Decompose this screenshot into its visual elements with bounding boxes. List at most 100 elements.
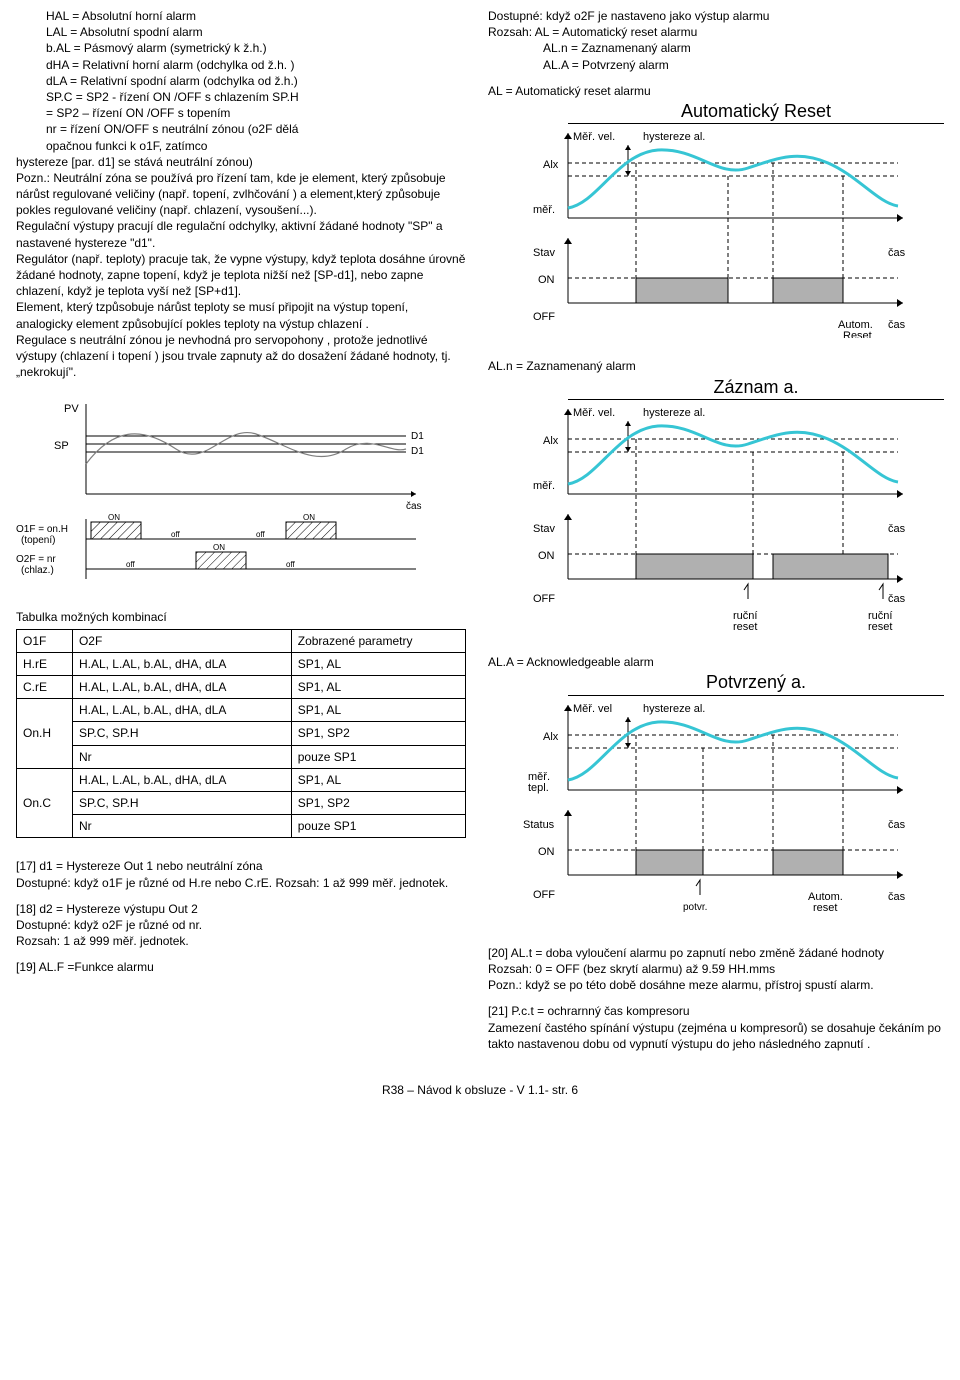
cas-label: čas <box>888 523 906 535</box>
definitions-block: HAL = Absolutní horní alarm LAL = Absolu… <box>16 8 466 154</box>
table-header: Zobrazené parametry <box>291 629 465 652</box>
o2f-label: O2F = nr (chlaz.) <box>16 554 59 576</box>
sp-label: SP <box>54 440 69 452</box>
aln-heading: AL.n = Zaznamenaný alarm <box>488 358 944 374</box>
latch-chart: Záznam a. Měř. vel. hystereze al. Alx mě… <box>488 375 944 638</box>
table-header: O1F <box>17 629 73 652</box>
paragraph: Regulační výstupy pracují dle regulační … <box>16 218 466 250</box>
table-row: On.CH.AL, L.AL, b.AL, dHA, dLASP1, AL <box>17 768 466 791</box>
note-paragraph: Pozn.: Neutrální zóna se používá pro říz… <box>16 170 466 219</box>
table-row: Nrpouze SP1 <box>17 815 466 838</box>
paragraph: Element, který tzpůsobuje nárůst teploty… <box>16 299 466 331</box>
status-label: Status <box>523 819 555 831</box>
on-label: ON <box>538 846 555 858</box>
cas-label: čas <box>888 319 906 331</box>
mer-vel-label: Měř. vel. <box>573 407 615 419</box>
off-label: OFF <box>533 593 555 605</box>
off-label: off <box>286 560 296 569</box>
mer-label: měř. <box>533 204 555 216</box>
p20-title: [20] AL.t = doba vyloučení alarmu po zap… <box>488 945 944 961</box>
ala-heading: AL.A = Acknowledgeable alarm <box>488 654 944 670</box>
p21-body: Zamezení častého spínání výstupu (zejmén… <box>488 1020 944 1052</box>
alx-label: Alx <box>543 435 559 447</box>
stav-label: Stav <box>533 247 556 259</box>
rucni-reset-label: ručníreset <box>868 610 892 633</box>
potvr-label: potvr. <box>683 902 707 913</box>
def-line: SP.C = SP2 - řízení ON /OFF s chlazením … <box>46 89 466 105</box>
on-label: ON <box>213 543 225 552</box>
mer-vel-label: Měř. vel. <box>573 131 615 143</box>
ack-svg: Měř. vel hystereze al. Alx měř.tepl. <box>488 700 918 925</box>
on-label: ON <box>108 513 120 522</box>
p18-body: Dostupné: když o2F je různé od nr. <box>16 917 466 933</box>
right-intro: Rozsah: AL = Automatický reset alarmu <box>488 24 944 40</box>
cas-label: čas <box>888 891 906 903</box>
latch-svg: Měř. vel. hystereze al. Alx měř. Stav ON <box>488 404 918 634</box>
def-line: dLA = Relativní spodní alarm (odchylka o… <box>46 73 466 89</box>
mer-label: měř. <box>533 480 555 492</box>
table-title: Tabulka možných kombinací <box>16 609 466 625</box>
pv-chart-svg: PV SP D1 D1 čas O1F = on.H (topení) O2F … <box>16 394 436 594</box>
al-heading: AL = Automatický reset alarmu <box>488 83 944 99</box>
def-line: opačnou funkci k o1F, zatímco <box>46 138 466 154</box>
on-label: ON <box>538 274 555 286</box>
d1-label: D1 <box>411 431 424 442</box>
autom-reset-label: Autom.reset <box>808 891 843 914</box>
page-footer: R38 – Návod k obsluze - V 1.1- str. 6 <box>16 1082 944 1098</box>
table-row: C.rEH.AL, L.AL, b.AL, dHA, dLASP1, AL <box>17 676 466 699</box>
off-label: off <box>171 530 181 539</box>
on-label: ON <box>538 550 555 562</box>
def-line: = SP2 – řízení ON /OFF s topením <box>46 105 466 121</box>
table-row: SP.C, SP.HSP1, SP2 <box>17 792 466 815</box>
combination-table: O1F O2F Zobrazené parametry H.rEH.AL, L.… <box>16 629 466 839</box>
p17-title: [17] d1 = Hystereze Out 1 nebo neutrální… <box>16 858 466 874</box>
ack-chart: Potvrzený a. Měř. vel hystereze al. Alx … <box>488 670 944 928</box>
d1-label: D1 <box>411 446 424 457</box>
hys-label: hystereze al. <box>643 131 705 143</box>
cas-label: čas <box>406 501 422 512</box>
def-line: dHA = Relativní horní alarm (odchylka od… <box>46 57 466 73</box>
off-label: OFF <box>533 311 555 323</box>
off-label: off <box>256 530 266 539</box>
table-row: SP.C, SP.HSP1, SP2 <box>17 722 466 745</box>
stav-label: Stav <box>533 523 556 535</box>
def-line: HAL = Absolutní horní alarm <box>46 8 466 24</box>
hys-label: hystereze al. <box>643 407 705 419</box>
chart-title: Záznam a. <box>568 375 944 400</box>
chart-title: Automatický Reset <box>568 99 944 124</box>
p19-title: [19] AL.F =Funkce alarmu <box>16 959 466 975</box>
hys-label: hystereze al. <box>643 703 705 715</box>
rucni-reset-label: ručníreset <box>733 610 757 633</box>
p18-body: Rozsah: 1 až 999 měř. jednotek. <box>16 933 466 949</box>
def-line: b.AL = Pásmový alarm (symetrický k ž.h.) <box>46 40 466 56</box>
alx-label: Alx <box>543 159 559 171</box>
p17-body: Dostupné: když o1F je různé od H.re nebo… <box>16 875 466 891</box>
pv-label: PV <box>64 403 79 415</box>
right-intro: AL.A = Potvrzený alarm <box>488 57 944 73</box>
mer-tepl-label: měř.tepl. <box>528 771 550 794</box>
auto-reset-chart: Automatický Reset Měř. vel. hystereze al… <box>488 99 944 342</box>
off-label: OFF <box>533 889 555 901</box>
on-label: ON <box>303 513 315 522</box>
pv-sp-chart: PV SP D1 D1 čas O1F = on.H (topení) O2F … <box>16 394 436 598</box>
mer-vel-label: Měř. vel <box>573 703 612 715</box>
p20-body: Pozn.: když se po této době dosáhne meze… <box>488 977 944 993</box>
table-row: H.rEH.AL, L.AL, b.AL, dHA, dLASP1, AL <box>17 652 466 675</box>
right-intro: AL.n = Zaznamenaný alarm <box>488 40 944 56</box>
cas-label: čas <box>888 593 906 605</box>
hystereze-line: hystereze [par. d1] se stává neutrální z… <box>16 154 466 170</box>
paragraph: Regulátor (např. teploty) pracuje tak, ž… <box>16 251 466 300</box>
p21-title: [21] P.c.t = ochrarnný čas kompresoru <box>488 1003 944 1019</box>
p18-title: [18] d2 = Hystereze výstupu Out 2 <box>16 901 466 917</box>
chart-title: Potvrzený a. <box>568 670 944 695</box>
auto-reset-svg: Měř. vel. hystereze al. Alx měř. <box>488 128 918 338</box>
cas-label: čas <box>888 819 906 831</box>
left-column: HAL = Absolutní horní alarm LAL = Absolu… <box>16 8 466 1052</box>
cas-label: čas <box>888 247 906 259</box>
right-column: Dostupné: když o2F je nastaveno jako výs… <box>488 8 944 1052</box>
table-header: O2F <box>72 629 291 652</box>
paragraph: Regulace s neutrální zónou je nevhodná p… <box>16 332 466 381</box>
alx-label: Alx <box>543 731 559 743</box>
two-column-layout: HAL = Absolutní horní alarm LAL = Absolu… <box>16 8 944 1052</box>
off-label: off <box>126 560 136 569</box>
